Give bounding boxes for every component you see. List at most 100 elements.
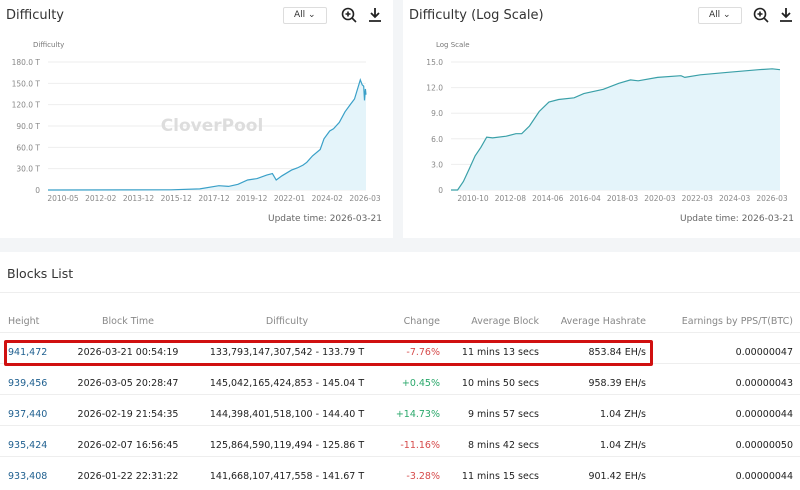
cell-time: 2026-03-21 00:54:19 [77, 347, 179, 358]
y-axis-label: Log Scale [436, 41, 470, 49]
x-tick-label: 2024-03 [719, 194, 751, 203]
download-icon[interactable] [778, 7, 794, 23]
cell-avg-block: 10 mins 50 secs [461, 378, 539, 389]
chart-title: Difficulty (Log Scale) [409, 8, 544, 23]
x-tick-label: 2019-12 [236, 194, 268, 203]
y-tick-label: 180.0 T [12, 58, 41, 67]
cell-difficulty: 125,864,590,119,494 - 125.86 T [209, 440, 365, 451]
cell-time: 2026-01-22 22:31:22 [77, 471, 179, 482]
x-tick-label: 2010-10 [457, 194, 489, 203]
x-tick-label: 2020-03 [644, 194, 676, 203]
area-fill [451, 68, 780, 190]
cell-difficulty: 144,398,401,518,100 - 144.40 T [209, 409, 365, 420]
block-height-link[interactable]: 941,472 [8, 347, 48, 358]
update-label: Update time: [679, 214, 739, 224]
chevron-down-icon: ⌄ [308, 10, 316, 20]
y-tick-label: 9.0 [431, 109, 443, 118]
zoom-in-icon[interactable] [753, 7, 769, 23]
chevron-down-icon: ⌄ [723, 10, 731, 20]
cell-earnings: 0.00000044 [735, 471, 793, 482]
cell-change: -11.16% [400, 440, 440, 451]
cell-difficulty: 145,042,165,424,853 - 145.04 T [209, 378, 365, 389]
log-difficulty-chart-card: Difficulty (Log Scale) All ⌄ Log Scale 0 3… [403, 0, 800, 238]
column-header: Height [8, 316, 40, 327]
x-tick-label: 2016-04 [569, 194, 601, 203]
cell-change: -7.76% [406, 347, 440, 358]
row-divider [0, 456, 800, 457]
cell-avg-block: 9 mins 57 secs [467, 409, 539, 420]
x-tick-label: 2015-12 [161, 194, 193, 203]
series-line [451, 68, 781, 191]
y-tick-label: 6.0 [431, 135, 443, 144]
y-axis-label: Difficulty [33, 41, 64, 49]
cell-earnings: 0.00000050 [735, 440, 793, 451]
blocks-list-card: Blocks List [0, 252, 800, 490]
watermark: CloverPool [161, 116, 264, 136]
x-tick-label: 2018-03 [607, 194, 639, 203]
cell-change: +14.73% [395, 409, 440, 420]
column-header: Earnings by PPS/T(BTC) [681, 316, 793, 327]
cell-avg-block: 11 mins 13 secs [461, 347, 539, 358]
log-difficulty-chart: Log Scale03.06.09.012.015.0CloverPool201… [426, 41, 788, 203]
block-height-link[interactable]: 933,408 [8, 471, 48, 482]
range-select-value: All [294, 10, 306, 20]
cell-change: -3.28% [406, 471, 440, 482]
cell-difficulty: 141,668,107,417,558 - 141.67 T [209, 471, 365, 482]
cell-earnings: 0.00000047 [735, 347, 793, 358]
column-header: Average Hashrate [560, 316, 646, 327]
cell-earnings: 0.00000043 [735, 378, 793, 389]
difficulty-chart: Difficulty 0 30.0 T 60.0 T 90.0 T 120.0 T 150.… [12, 41, 381, 203]
update-label: Update time: [267, 214, 327, 224]
download-icon[interactable] [367, 7, 383, 23]
area-fill [48, 79, 366, 190]
cell-hashrate: 1.04 ZH/s [600, 440, 646, 451]
y-tick-label: 15.0 [426, 58, 443, 67]
y-tick-label: 90.0 T [16, 122, 40, 131]
x-tick-label: 2013-12 [123, 194, 155, 203]
series-line [47, 77, 367, 191]
y-tick-label: 30.0 T [16, 165, 40, 174]
cell-hashrate: 1.04 ZH/s [600, 409, 646, 420]
zoom-in-icon[interactable] [341, 7, 357, 23]
row-divider [0, 394, 800, 395]
cell-time: 2026-03-05 20:28:47 [77, 378, 179, 389]
column-header: Change [403, 316, 440, 327]
cell-avg-block: 11 mins 15 secs [461, 471, 539, 482]
y-tick-label: 60.0 T [16, 143, 40, 152]
cell-change: +0.45% [401, 378, 440, 389]
x-tick-label: 2026-03 [349, 194, 381, 203]
x-tick-label: 2012-08 [495, 194, 527, 203]
row-divider [0, 332, 800, 333]
difficulty-chart-card: Difficulty All ⌄ Difficulty 0 30.0 T 60.0 T… [0, 0, 393, 238]
block-height-link[interactable]: 939,456 [8, 378, 48, 389]
update-time: Update time: 2026-03-21 [268, 214, 382, 224]
cell-avg-block: 8 mins 42 secs [467, 440, 539, 451]
update-time: Update time: 2026-03-21 [680, 214, 794, 224]
cell-time: 2026-02-07 16:56:45 [77, 440, 179, 451]
cell-hashrate: 901.42 EH/s [588, 471, 646, 482]
y-tick-label: 0 [438, 186, 443, 195]
x-tick-label: 2010-05 [47, 194, 79, 203]
range-select-value: All [709, 10, 721, 20]
x-tick-label: 2022-03 [682, 194, 714, 203]
x-tick-label: 2014-06 [532, 194, 564, 203]
y-tick-label: 0 [35, 186, 40, 195]
column-header: Block Time [102, 316, 154, 327]
highlight-box [4, 340, 653, 366]
y-tick-label: 150.0 T [12, 79, 41, 88]
row-divider [0, 425, 800, 426]
cell-time: 2026-02-19 21:54:35 [77, 409, 179, 420]
y-tick-label: 12.0 [426, 84, 443, 93]
y-tick-label: 3.0 [431, 160, 443, 169]
column-header: Average Block [471, 316, 539, 327]
blocks-list-title: Blocks List [7, 266, 74, 281]
x-tick-label: 2026-03 [756, 194, 788, 203]
update-date: 2026-03-21 [329, 214, 382, 224]
block-height-link[interactable]: 935,424 [8, 440, 48, 451]
block-height-link[interactable]: 937,440 [8, 409, 48, 420]
x-tick-label: 2022-01 [274, 194, 306, 203]
chart-title: Difficulty [6, 8, 64, 23]
range-select[interactable]: All ⌄ [698, 7, 742, 24]
range-select[interactable]: All ⌄ [283, 7, 327, 24]
update-date: 2026-03-21 [741, 214, 794, 224]
